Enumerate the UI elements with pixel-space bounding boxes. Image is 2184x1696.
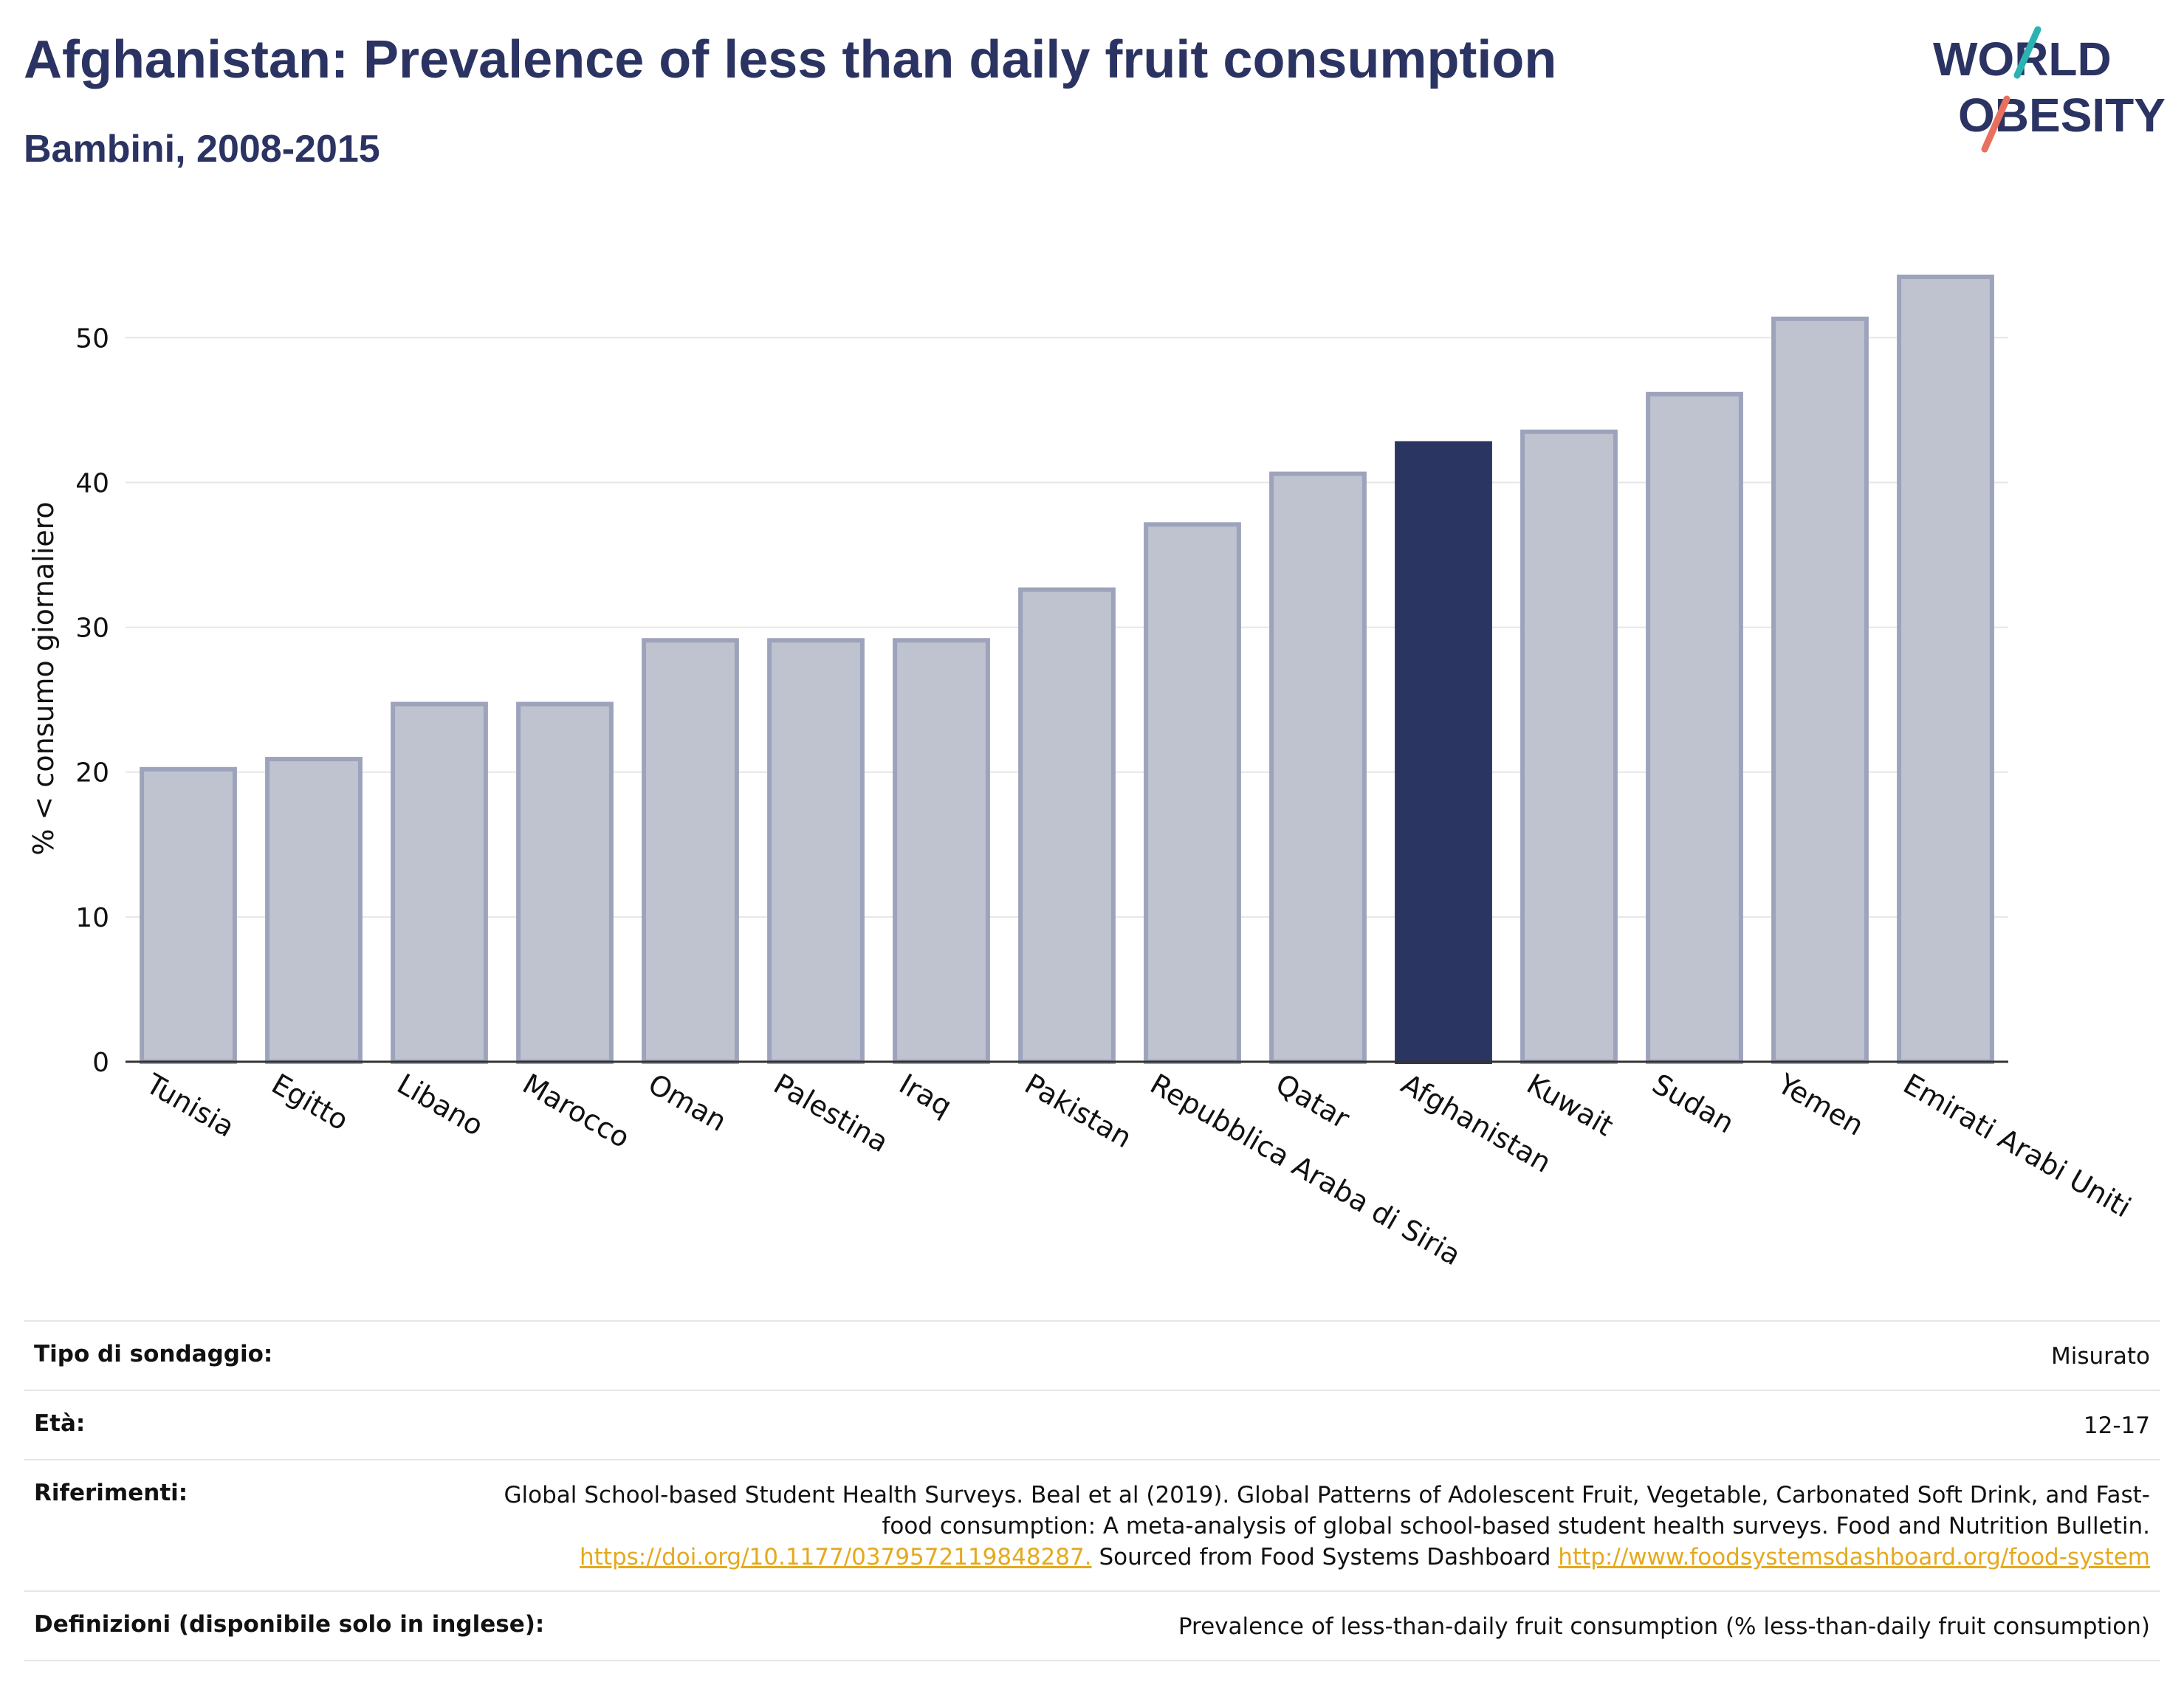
bar-highlighted [1395, 441, 1492, 1064]
logo-teal-stroke [2013, 26, 2042, 79]
x-tick-label: Sudan [1647, 1068, 1740, 1140]
world-obesity-logo: WORLD OBESITY [1933, 26, 2166, 153]
doi-link[interactable]: https://doi.org/10.1177/0379572119848287… [580, 1544, 1092, 1570]
bar [1646, 391, 1743, 1064]
bar [140, 766, 237, 1065]
x-tick-label: Marocco [518, 1068, 636, 1155]
logo-coral-stroke [1981, 95, 2010, 153]
bar [1897, 274, 1994, 1064]
y-axis-title: % < consumo giornaliero [27, 501, 60, 855]
x-tick-label: Emirati Arabi Uniti [1898, 1068, 2137, 1224]
references-source-text: Sourced from Food Systems Dashboard [1099, 1544, 1551, 1570]
y-tick-label: 20 [75, 758, 109, 789]
survey-type-label: Tipo di sondaggio: [34, 1341, 273, 1367]
bar [1520, 429, 1618, 1064]
x-tick-label: Egitto [267, 1068, 354, 1137]
page-title: Afghanistan: Prevalence of less than dai… [24, 30, 1557, 89]
y-tick-label: 50 [75, 323, 109, 354]
bar [516, 701, 614, 1064]
age-label: Età: [34, 1410, 86, 1437]
page-subtitle: Bambini, 2008-2015 [24, 128, 380, 171]
dashboard-link[interactable]: http://www.foodsystemsdashboard.org/food… [1558, 1544, 2150, 1570]
meta-row-definitions: Definizioni (disponibile solo in inglese… [24, 1590, 2160, 1661]
x-tick-label: Iraq [894, 1068, 958, 1123]
bar [1269, 471, 1367, 1064]
definitions-value: Prevalence of less-than-daily fruit cons… [1178, 1613, 2150, 1640]
x-tick-label: Palestina [769, 1068, 894, 1159]
definitions-label: Definizioni (disponibile solo in inglese… [34, 1611, 545, 1638]
bar-layer [140, 274, 1994, 1065]
metadata-table: Tipo di sondaggio: Misurato Età: 12-17 R… [24, 1320, 2160, 1661]
bar [1771, 316, 1869, 1064]
bar [391, 701, 488, 1064]
references-label: Riferimenti: [34, 1480, 188, 1506]
bar [1144, 522, 1241, 1064]
x-tick-label: Oman [643, 1068, 732, 1138]
y-tick-label: 10 [75, 903, 109, 933]
x-tick-label: Kuwait [1522, 1068, 1619, 1143]
y-tick-label: 40 [75, 468, 109, 498]
bar [642, 638, 739, 1064]
survey-type-value: Misurato [2050, 1343, 2150, 1370]
bar [767, 638, 865, 1064]
x-tick-label: Qatar [1271, 1068, 1356, 1136]
y-tick-label: 0 [92, 1048, 109, 1078]
references-value: Global School-based Student Health Surve… [489, 1480, 2151, 1573]
bar [265, 757, 363, 1064]
bar [893, 638, 990, 1064]
references-text: Global School-based Student Health Surve… [504, 1482, 2151, 1539]
y-tick-label: 30 [75, 614, 109, 644]
x-tick-label: Tunisia [140, 1067, 240, 1144]
x-tick-label: Yemen [1772, 1067, 1869, 1142]
meta-row-age: Età: 12-17 [24, 1390, 2160, 1459]
bar [1018, 587, 1116, 1064]
bar-chart: 0 10 20 30 40 50 Tunisia Egitto Libano Marocco Oma… [27, 274, 2137, 1271]
x-tick-label: Libano [392, 1068, 490, 1142]
meta-row-references: Riferimenti: Global School-based Student… [24, 1459, 2160, 1590]
x-tick-label: Pakistan [1020, 1068, 1138, 1155]
meta-row-survey-type: Tipo di sondaggio: Misurato [24, 1320, 2160, 1390]
age-value: 12-17 [2083, 1412, 2150, 1439]
